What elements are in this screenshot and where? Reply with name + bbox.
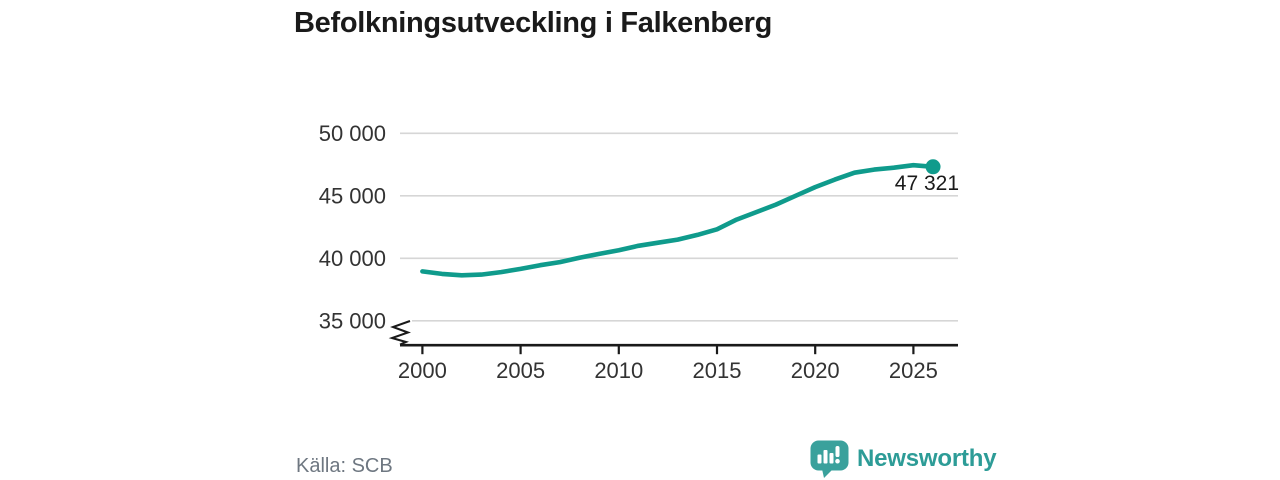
x-axis-label: 2020 xyxy=(791,358,840,383)
latest-value-label: 47 321 xyxy=(895,172,959,195)
newsworthy-logo: Newsworthy xyxy=(810,440,997,478)
chart-title: Befolkningsutveckling i Falkenberg xyxy=(294,7,773,39)
axis-break-zigzag xyxy=(388,320,411,346)
x-axis-label: 2005 xyxy=(496,358,545,383)
logo-bar-3 xyxy=(829,453,834,464)
logo-exclamation-dot xyxy=(835,458,840,464)
y-axis-label: 50 000 xyxy=(319,121,386,146)
logo-exclamation-bar xyxy=(835,446,840,457)
latest-value-dot xyxy=(925,159,941,175)
x-axis-label: 2000 xyxy=(398,358,447,383)
y-axis-label: 35 000 xyxy=(319,308,386,333)
source-note: Källa: SCB xyxy=(296,455,393,477)
x-axis-label: 2015 xyxy=(693,358,742,383)
data-line xyxy=(420,162,936,278)
logo-bar-2 xyxy=(823,450,828,464)
y-axis-label: 45 000 xyxy=(319,183,386,208)
x-axis-label: 2010 xyxy=(594,358,643,383)
logo-bubble-tail xyxy=(822,469,833,478)
logo-bar-1 xyxy=(817,454,822,464)
x-axis-label: 2025 xyxy=(889,358,938,383)
y-axis-label: 40 000 xyxy=(319,246,386,271)
newsworthy-bubble-chart-icon xyxy=(810,440,849,478)
newsworthy-wordmark: Newsworthy xyxy=(857,445,997,472)
